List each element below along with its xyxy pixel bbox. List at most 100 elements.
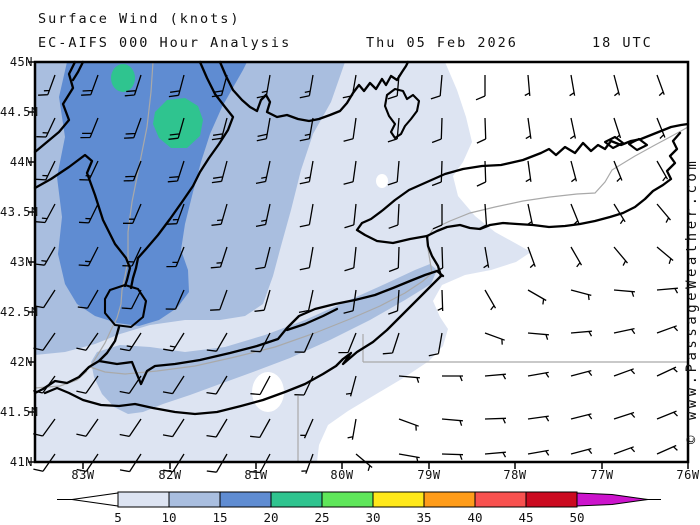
wind-barb bbox=[656, 325, 679, 334]
wind-barb bbox=[210, 246, 228, 269]
wind-barb bbox=[166, 246, 185, 268]
wind-barb bbox=[484, 332, 505, 345]
wind-barb bbox=[298, 289, 314, 314]
wind-barb bbox=[613, 203, 626, 225]
wind-barb bbox=[526, 203, 534, 226]
region-wind-20-25-small bbox=[111, 64, 135, 92]
lon-label-82W: 82W bbox=[158, 468, 182, 482]
wind-barb bbox=[123, 160, 142, 182]
lat-label-45N: 45N bbox=[9, 55, 33, 69]
lon-label-78W: 78W bbox=[503, 468, 527, 482]
lon-label-80W: 80W bbox=[330, 468, 354, 482]
wind-barb bbox=[124, 117, 142, 139]
lat-label-41N: 41N bbox=[9, 455, 33, 469]
wind-barb bbox=[656, 410, 678, 420]
wind-barb bbox=[433, 246, 444, 273]
wind-barb bbox=[344, 203, 357, 229]
wind-barb bbox=[431, 160, 443, 187]
wind-barb bbox=[570, 289, 592, 301]
wind-barb bbox=[656, 160, 669, 182]
wind-barb bbox=[483, 246, 490, 269]
wind-barb bbox=[123, 203, 142, 224]
wind-barb bbox=[167, 203, 185, 225]
colorbar-segment-30 bbox=[372, 491, 425, 508]
wind-barb bbox=[656, 287, 679, 294]
wind-barb bbox=[527, 449, 550, 456]
map-canvas bbox=[28, 60, 690, 474]
wind-barb bbox=[77, 289, 99, 309]
colorbar-segment-20 bbox=[270, 491, 323, 508]
wind-barb bbox=[476, 117, 487, 144]
wind-barb bbox=[570, 413, 593, 420]
wind-barb bbox=[527, 415, 550, 422]
wind-barb bbox=[342, 74, 357, 99]
wind-barb bbox=[344, 246, 357, 272]
region-calm-spot bbox=[252, 372, 284, 412]
colorbar-value-15: 15 bbox=[212, 510, 227, 525]
region-wind-20-25-large bbox=[153, 98, 203, 148]
wind-barb bbox=[398, 418, 419, 431]
coastline bbox=[71, 60, 85, 82]
wind-barb bbox=[168, 74, 185, 98]
wind-barb bbox=[656, 366, 678, 377]
colorbar-value-30: 30 bbox=[365, 510, 380, 525]
wind-barb bbox=[484, 451, 507, 458]
colorbar-value-50: 50 bbox=[569, 510, 584, 525]
lat-label-41.5N: 41.5N bbox=[0, 405, 39, 419]
wind-barb bbox=[162, 418, 185, 438]
wind-barb bbox=[168, 117, 185, 140]
wind-barb bbox=[428, 332, 443, 357]
wind-barbs-layer bbox=[33, 74, 679, 474]
wind-barb bbox=[119, 332, 142, 352]
wind-barb bbox=[525, 160, 532, 183]
wind-barb bbox=[656, 203, 671, 223]
wind-barb bbox=[527, 371, 550, 378]
wind-barb bbox=[299, 74, 314, 99]
wind-barb bbox=[484, 417, 507, 424]
wind-barb bbox=[388, 203, 400, 229]
wind-barb bbox=[206, 332, 228, 352]
lon-label-77W: 77W bbox=[590, 468, 614, 482]
wind-barb bbox=[525, 117, 532, 140]
coastline bbox=[43, 274, 443, 416]
wind-map-svg bbox=[28, 60, 690, 474]
wind-barb bbox=[343, 117, 357, 142]
wind-barb bbox=[76, 375, 99, 394]
wind-barb bbox=[477, 203, 488, 230]
lon-label-76W: 76W bbox=[676, 468, 700, 482]
wind-barb bbox=[570, 369, 593, 377]
lon-label-83W: 83W bbox=[71, 468, 95, 482]
wind-barb bbox=[299, 160, 314, 185]
wind-barb bbox=[656, 444, 678, 455]
colorbar-value-40: 40 bbox=[467, 510, 482, 525]
page-title: Surface Wind (knots) bbox=[38, 11, 241, 27]
wind-barb bbox=[347, 418, 357, 440]
wind-barb bbox=[124, 74, 142, 97]
wind-barb bbox=[484, 373, 507, 380]
wind-barb bbox=[569, 74, 576, 97]
wind-barb bbox=[613, 289, 635, 297]
wind-barb bbox=[343, 160, 357, 185]
wind-barb bbox=[613, 411, 636, 420]
lake-outline bbox=[627, 137, 649, 152]
wind-barb bbox=[162, 375, 185, 395]
wind-barb bbox=[256, 74, 271, 99]
colorbar-segment-40 bbox=[474, 491, 527, 508]
colorbar-segment-15 bbox=[219, 491, 272, 508]
wind-barb bbox=[613, 74, 621, 97]
wind-barb bbox=[211, 160, 228, 184]
wind-barb bbox=[255, 246, 271, 270]
wind-barb bbox=[441, 418, 463, 426]
wind-barb bbox=[79, 160, 99, 181]
colorbar-segment-5 bbox=[117, 491, 170, 508]
coastline bbox=[285, 307, 339, 332]
political-border-line bbox=[89, 61, 689, 375]
wind-barb bbox=[76, 418, 99, 437]
lake-outline bbox=[603, 135, 625, 150]
wind-barb bbox=[250, 332, 271, 353]
wind-barb bbox=[442, 375, 463, 382]
wind-barb bbox=[255, 160, 271, 185]
wind-barb bbox=[527, 332, 549, 340]
wind-barb bbox=[300, 418, 314, 439]
wind-barb bbox=[294, 332, 314, 353]
